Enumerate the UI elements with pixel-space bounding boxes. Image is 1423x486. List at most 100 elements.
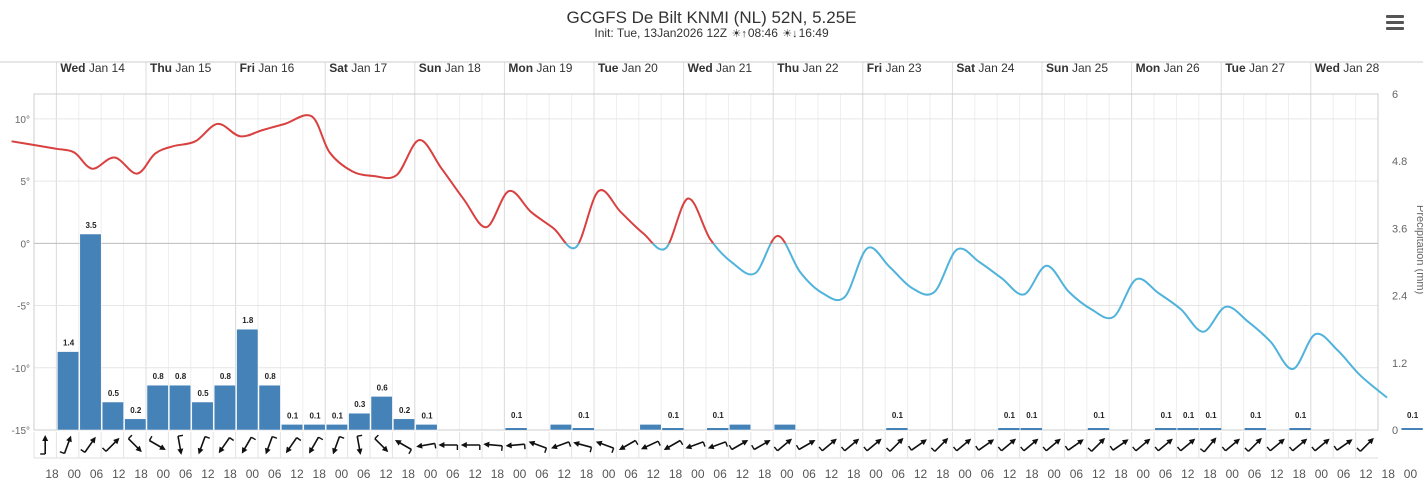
hour-tick-label: 00	[157, 467, 171, 481]
wind-arrow-barb	[1020, 446, 1025, 452]
wind-arrow-head	[875, 438, 882, 445]
wind-arrow-barb	[1042, 446, 1047, 452]
precip-bar	[729, 424, 752, 431]
wind-arrow	[952, 438, 972, 452]
precip-data-label: 0.1	[892, 411, 904, 420]
wind-arrow-barb	[679, 440, 684, 446]
day-label: Wed Jan 21	[688, 61, 753, 75]
wind-arrow-head	[332, 447, 338, 455]
hour-tick-label: 18	[1292, 467, 1306, 481]
wind-arrow-barb	[634, 440, 639, 446]
wind-arrow-head	[1278, 438, 1285, 445]
precip-data-label: 0.1	[511, 411, 523, 420]
y-left-tick-label: -10°	[12, 364, 30, 375]
precip-bar	[124, 418, 147, 431]
wind-arrow	[483, 441, 503, 451]
precip-data-label: 0.1	[421, 411, 433, 420]
wind-arrow-head	[197, 447, 204, 455]
precip-bar	[370, 396, 393, 431]
wind-arrow-head	[177, 448, 184, 455]
wind-arrow-head	[135, 445, 142, 453]
wind-arrow-barb	[568, 441, 572, 447]
wind-arrow	[840, 438, 860, 452]
wind-arrow-barb	[250, 436, 256, 441]
precip-bar	[101, 401, 124, 431]
hour-tick-label: 00	[335, 467, 349, 481]
precip-bar-trace	[1020, 428, 1042, 430]
wind-arrow-barb	[272, 435, 278, 439]
y-right-tick-label: 1.2	[1392, 358, 1407, 370]
precip-data-label: 0.1	[1407, 411, 1419, 420]
wind-arrow	[460, 442, 481, 450]
day-label: Mon Jan 19	[508, 61, 572, 75]
day-label: Tue Jan 20	[598, 61, 658, 75]
precip-data-label: 0.1	[287, 411, 299, 420]
wind-arrow-head	[381, 445, 389, 453]
hamburger-menu-icon[interactable]	[1386, 15, 1404, 30]
precip-data-label: 0.3	[354, 400, 366, 409]
wind-arrow-barb	[177, 434, 184, 437]
wind-arrow-barb	[589, 447, 593, 453]
wind-arrow-barb	[1288, 446, 1294, 452]
wind-arrow	[265, 435, 278, 455]
wind-arrow	[818, 438, 837, 452]
hour-tick-label: 00	[869, 467, 883, 481]
wind-arrow	[907, 439, 927, 451]
hour-tick-label: 18	[45, 467, 59, 481]
wind-arrow-head	[460, 442, 467, 448]
hour-tick-label: 18	[402, 467, 416, 481]
wind-arrow-head	[551, 443, 558, 450]
wind-arrow	[1176, 438, 1196, 452]
wind-arrow-head	[785, 438, 793, 445]
wind-arrow-barb	[975, 445, 980, 451]
hour-tick-label: 12	[1003, 467, 1017, 481]
y-right-tick-label: 4.8	[1392, 156, 1407, 168]
precip-data-label: 0.1	[713, 411, 725, 420]
precip-data-label: 3.5	[85, 221, 97, 230]
menu-line	[1386, 21, 1404, 24]
wind-arrow	[1042, 438, 1061, 452]
wind-arrow-head	[89, 436, 96, 444]
wind-arrow-head	[920, 439, 927, 446]
day-label: Thu Jan 22	[777, 61, 839, 75]
hour-tick-label: 06	[803, 467, 817, 481]
wind-arrow-head	[1077, 439, 1084, 446]
wind-arrow-head	[285, 446, 292, 454]
wind-arrow-barb	[795, 444, 800, 450]
temperature-line-above-zero	[11, 114, 787, 244]
wind-arrow-head	[309, 446, 315, 454]
hour-tick-label: 18	[1203, 467, 1217, 481]
wind-arrow-barb	[434, 443, 437, 449]
precip-bar	[169, 384, 192, 431]
hour-tick-label: 00	[1137, 467, 1151, 481]
wind-arrow-head	[618, 444, 626, 450]
wind-arrow	[975, 439, 995, 451]
wind-arrow	[1221, 438, 1241, 452]
wind-arrow	[1244, 437, 1262, 452]
wind-arrow-head	[1143, 438, 1151, 445]
hour-tick-label: 06	[892, 467, 906, 481]
precip-bar-trace	[1177, 428, 1199, 430]
wind-arrow	[528, 440, 548, 454]
hour-tick-label: 12	[1181, 467, 1195, 481]
hour-tick-label: 00	[246, 467, 260, 481]
wind-arrow-barb	[544, 447, 548, 454]
hour-tick-label: 00	[780, 467, 794, 481]
wind-arrow	[1266, 438, 1285, 452]
wind-arrow	[1154, 438, 1173, 452]
day-label: Thu Jan 15	[150, 61, 212, 75]
precip-data-label: 0.2	[130, 406, 142, 415]
wind-arrow-barb	[374, 434, 379, 440]
wind-arrow	[438, 442, 459, 450]
hour-tick-label: 06	[1070, 467, 1084, 481]
precip-bar	[191, 401, 214, 431]
wind-arrow-head	[394, 440, 402, 446]
wind-arrow	[241, 436, 256, 454]
precip-bar-trace	[662, 428, 684, 430]
wind-arrow-barb	[80, 448, 86, 453]
day-label: Mon Jan 26	[1136, 61, 1200, 75]
wind-arrow	[685, 441, 706, 450]
hour-tick-label: 18	[134, 467, 148, 481]
wind-arrow-head	[159, 444, 166, 450]
